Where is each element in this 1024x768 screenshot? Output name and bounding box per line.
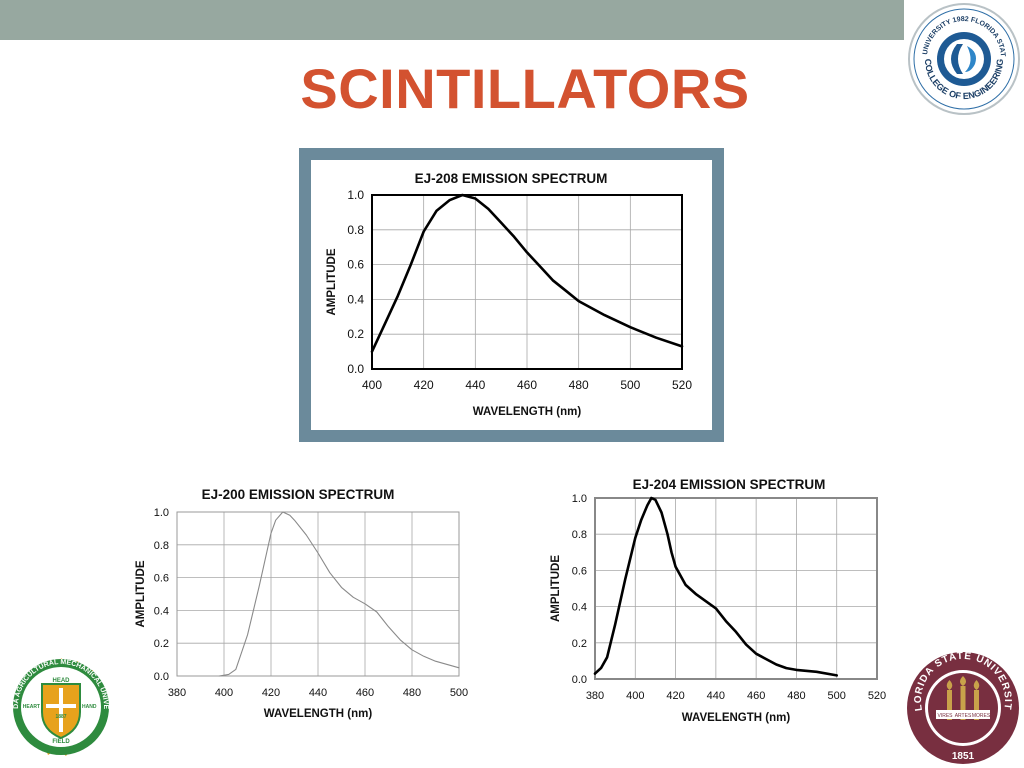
ej204-xtick-label: 460 (747, 690, 765, 702)
ej204-y-axis-label: AMPLITUDE (550, 555, 562, 622)
ej204-ytick-label: 0.6 (572, 565, 587, 577)
ej204-xtick-label: 500 (828, 690, 846, 702)
ej204-ytick-label: 0.4 (572, 602, 587, 614)
ej208-xtick-label: 420 (414, 378, 434, 392)
ej208-ytick-label: 0.4 (347, 292, 364, 306)
ej200-ytick-label: 0.2 (154, 638, 169, 650)
ej204-series-line (593, 496, 838, 677)
ej208-chart-frame (299, 148, 724, 442)
ej200-ytick-label: 0.6 (154, 573, 169, 585)
famu-heart-text: HEART (23, 704, 40, 710)
famu-field-text: FIELD (52, 739, 70, 745)
ej208-series-line (370, 193, 684, 353)
ej200-xtick-label: 380 (168, 687, 186, 699)
ej200-xtick-label: 480 (403, 687, 421, 699)
fsu-year-text: 1851 (952, 751, 975, 762)
ej200-x-axis-label: WAVELENGTH (nm) (264, 708, 373, 720)
fsu-vires-text: VIRES (937, 713, 953, 719)
ej200-ytick-label: 0.4 (154, 605, 169, 617)
ej208-xtick-label: 520 (672, 378, 692, 392)
ej200-xtick-label: 440 (309, 687, 327, 699)
famu-year-text: 1887 (55, 714, 66, 720)
page-title: SCINTILLATORS (300, 57, 750, 120)
ej208-xtick-label: 440 (465, 378, 485, 392)
famu-head-text: HEAD (52, 678, 70, 684)
top-accent-bar (0, 0, 904, 40)
ej208-xtick-label: 460 (517, 378, 537, 392)
ej204-ytick-label: 1.0 (572, 493, 587, 505)
ej200-xtick-label: 460 (356, 687, 374, 699)
ej208-chart: EJ-208 EMISSION SPECTRUM 400 420 440 460 480 5… (326, 171, 692, 418)
ej208-xtick-label: 480 (569, 378, 589, 392)
ej208-y-axis-label: AMPLITUDE (326, 248, 338, 315)
ej200-ytick-label: 0.0 (154, 671, 169, 683)
ej208-plot-frame (371, 194, 683, 370)
ej204-ytick-label: 0.0 (572, 674, 587, 686)
ej200-xtick-label: 500 (450, 687, 468, 699)
ej200-plot-frame (176, 511, 460, 677)
ej208-ytick-label: 1.0 (347, 188, 364, 202)
ej200-ytick-label: 0.8 (154, 540, 169, 552)
fsu-mores-text: MORES (972, 713, 991, 719)
ej204-chart: EJ-204 EMISSION SPECTRUM 380 400 420 440 460 4… (550, 477, 886, 724)
ej200-chart-title: EJ-200 EMISSION SPECTRUM (202, 487, 395, 502)
ej200-ytick-label: 1.0 (154, 507, 169, 519)
ej208-chart-title: EJ-208 EMISSION SPECTRUM (415, 171, 608, 186)
ej208-ytick-label: 0.0 (347, 362, 364, 376)
ej204-xtick-label: 480 (787, 690, 805, 702)
ej208-xtick-label: 400 (362, 378, 382, 392)
ej200-series-line (218, 511, 460, 677)
ej204-x-axis-label: WAVELENGTH (nm) (682, 712, 791, 724)
ej208-x-axis-label: WAVELENGTH (nm) (473, 406, 582, 418)
fsu-seal-logo: FLORIDA STATE UNIVERSITY 1851 VIRES ARTE… (902, 646, 1021, 766)
ej200-y-axis-label: AMPLITUDE (135, 560, 147, 627)
ej204-chart-title: EJ-204 EMISSION SPECTRUM (633, 477, 826, 492)
ej204-ytick-label: 0.8 (572, 529, 587, 541)
ej208-ytick-label: 0.2 (347, 327, 364, 341)
ej200-chart: EJ-200 EMISSION SPECTRUM 380 400 420 440 460 4… (135, 487, 468, 720)
ej200-xtick-label: 420 (262, 687, 280, 699)
ej204-ytick-label: 0.2 (572, 638, 587, 650)
ej208-ytick-label: 0.8 (347, 223, 364, 237)
ej208-ytick-label: 0.6 (347, 258, 364, 272)
ej204-xtick-label: 440 (707, 690, 725, 702)
ej204-xtick-label: 520 (868, 690, 886, 702)
ej204-xtick-label: 420 (666, 690, 684, 702)
ej204-plot-frame (594, 497, 878, 680)
ej200-xtick-label: 400 (215, 687, 233, 699)
ej204-xtick-label: 380 (586, 690, 604, 702)
college-of-engineering-logo: FLORIDA A&M UNIVERSITY 1982 FLORIDA STAT… (905, 0, 1020, 115)
ej208-xtick-label: 500 (620, 378, 640, 392)
famu-seal-logo: FLORIDA AGRICULTURAL MECHANICAL UNIVERSI… (0, 646, 109, 756)
ej204-xtick-label: 400 (626, 690, 644, 702)
fsu-artes-text: ARTES (955, 713, 972, 719)
famu-hand-text: HAND (82, 704, 97, 710)
